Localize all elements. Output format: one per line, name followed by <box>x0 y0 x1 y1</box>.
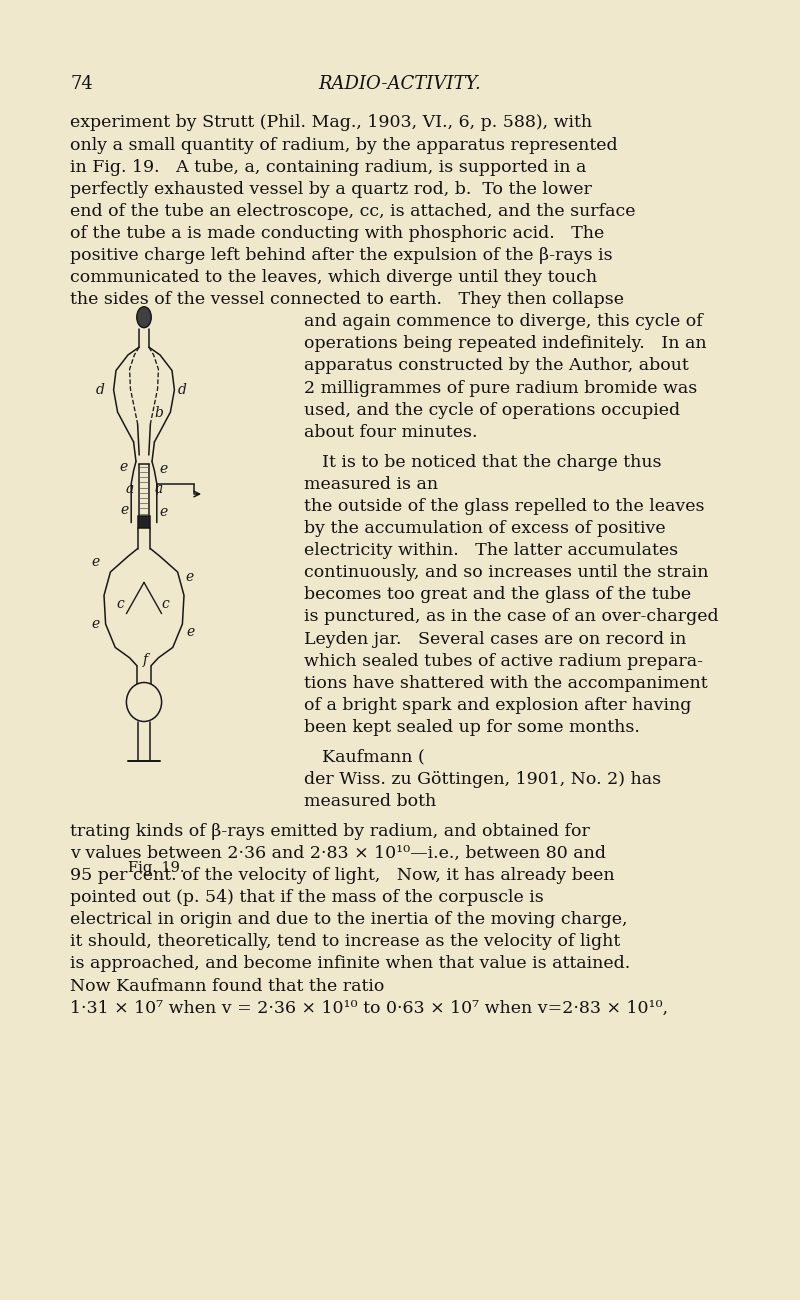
Text: perfectly exhausted vessel by a quartz rod, b.  To the lower: perfectly exhausted vessel by a quartz r… <box>70 181 592 198</box>
Text: in Fig. 19.   A tube, a, containing radium, is supported in a: in Fig. 19. A tube, a, containing radium… <box>70 159 586 176</box>
Text: experiment by Strutt (Phil. Mag., 1903, VI., 6, p. 588), with: experiment by Strutt (Phil. Mag., 1903, … <box>70 114 593 131</box>
Text: e: e <box>92 618 100 630</box>
Text: e: e <box>121 503 129 516</box>
Text: of the tube a is made conducting with phosphoric acid.   The: of the tube a is made conducting with ph… <box>70 225 605 242</box>
Text: which sealed tubes of active radium prepara-: which sealed tubes of active radium prep… <box>304 653 703 670</box>
Text: it should, theoretically, tend to increase as the velocity of light: it should, theoretically, tend to increa… <box>70 933 621 950</box>
Text: 95 per cent. of the velocity of light,   Now, it has already been: 95 per cent. of the velocity of light, N… <box>70 867 615 884</box>
Text: used, and the cycle of operations occupied: used, and the cycle of operations occupi… <box>304 402 680 419</box>
Text: e: e <box>160 463 168 476</box>
Text: a: a <box>126 482 134 495</box>
Text: electrical in origin and due to the inertia of the moving charge,: electrical in origin and due to the iner… <box>70 911 628 928</box>
Text: and again commence to diverge, this cycle of: and again commence to diverge, this cycl… <box>304 313 702 330</box>
Text: the outside of the glass repelled to the leaves: the outside of the glass repelled to the… <box>304 498 705 515</box>
Text: b: b <box>154 407 163 420</box>
Bar <box>138 516 150 528</box>
Text: electricity within.   The latter accumulates: electricity within. The latter accumulat… <box>304 542 678 559</box>
Text: Fig. 19.: Fig. 19. <box>128 861 184 875</box>
Text: Leyden jar.   Several cases are on record in: Leyden jar. Several cases are on record … <box>304 630 686 647</box>
Text: v values between 2·36 and 2·83 × 10¹⁰—i.e., between 80 and: v values between 2·36 and 2·83 × 10¹⁰—i.… <box>70 845 606 862</box>
Ellipse shape <box>126 682 162 722</box>
Text: 2 milligrammes of pure radium bromide was: 2 milligrammes of pure radium bromide wa… <box>304 380 698 396</box>
Text: e: e <box>186 625 194 638</box>
Text: f: f <box>143 654 148 667</box>
Text: of a bright spark and explosion after having: of a bright spark and explosion after ha… <box>304 697 691 714</box>
Text: operations being repeated indefinitely.   In an: operations being repeated indefinitely. … <box>304 335 706 352</box>
Text: trating kinds of β-rays emitted by radium, and obtained for: trating kinds of β-rays emitted by radiu… <box>70 823 590 840</box>
Text: only a small quantity of radium, by the apparatus represented: only a small quantity of radium, by the … <box>70 136 618 153</box>
Text: the sides of the vessel connected to earth.   They then collapse: the sides of the vessel connected to ear… <box>70 291 624 308</box>
Text: e: e <box>159 506 167 519</box>
Text: is punctured, as in the case of an over-charged: is punctured, as in the case of an over-… <box>304 608 718 625</box>
Text: by the accumulation of excess of positive: by the accumulation of excess of positiv… <box>304 520 666 537</box>
Text: apparatus constructed by the Author, about: apparatus constructed by the Author, abo… <box>304 358 689 374</box>
Text: d: d <box>178 384 187 396</box>
Text: communicated to the leaves, which diverge until they touch: communicated to the leaves, which diverg… <box>70 269 598 286</box>
Text: positive charge left behind after the expulsion of the β-rays is: positive charge left behind after the ex… <box>70 247 613 264</box>
Text: is approached, and become infinite when that value is attained.: is approached, and become infinite when … <box>70 956 630 972</box>
Text: becomes too great and the glass of the tube: becomes too great and the glass of the t… <box>304 586 691 603</box>
Text: end of the tube an electroscope, cc, is attached, and the surface: end of the tube an electroscope, cc, is … <box>70 203 636 220</box>
Text: measured both: measured both <box>304 793 442 810</box>
Text: c: c <box>116 598 124 611</box>
Text: pointed out (p. 54) that if the mass of the corpuscle is: pointed out (p. 54) that if the mass of … <box>70 889 544 906</box>
Text: 74: 74 <box>70 75 93 94</box>
Text: It is to be noticed that the charge thus: It is to be noticed that the charge thus <box>322 454 661 471</box>
Text: d: d <box>95 384 105 396</box>
Text: e: e <box>186 571 194 584</box>
Text: e: e <box>92 555 100 568</box>
Ellipse shape <box>137 307 151 328</box>
Text: e: e <box>120 460 128 473</box>
Text: Kaufmann (: Kaufmann ( <box>322 749 424 766</box>
Text: been kept sealed up for some months.: been kept sealed up for some months. <box>304 719 640 736</box>
Text: 1·31 × 10⁷ when v = 2·36 × 10¹⁰ to 0·63 × 10⁷ when v=2·83 × 10¹⁰,: 1·31 × 10⁷ when v = 2·36 × 10¹⁰ to 0·63 … <box>70 1000 669 1017</box>
Text: RADIO-ACTIVITY.: RADIO-ACTIVITY. <box>318 75 482 94</box>
Text: der Wiss. zu Göttingen, 1901, No. 2) has: der Wiss. zu Göttingen, 1901, No. 2) has <box>304 771 661 788</box>
Text: tions have shattered with the accompaniment: tions have shattered with the accompanim… <box>304 675 708 692</box>
Text: measured is an: measured is an <box>304 476 444 493</box>
Text: c: c <box>162 598 170 611</box>
Text: Now Kaufmann found that the ratio: Now Kaufmann found that the ratio <box>70 978 390 994</box>
Text: continuously, and so increases until the strain: continuously, and so increases until the… <box>304 564 709 581</box>
Text: about four minutes.: about four minutes. <box>304 424 478 441</box>
Text: a: a <box>154 482 162 495</box>
